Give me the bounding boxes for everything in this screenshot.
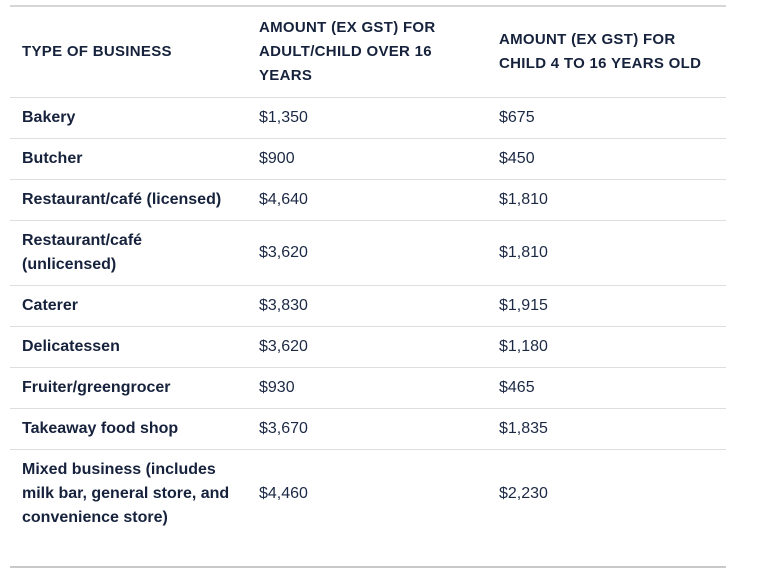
child-amount-cell: $1,810 [487, 220, 726, 286]
table-row: Butcher $900 $450 [10, 138, 726, 180]
business-cell: Bakery [10, 97, 247, 139]
business-cell: Mixed business (includes milk bar, gener… [22, 461, 230, 526]
child-amount-cell: $1,180 [487, 326, 726, 368]
adult-amount-cell: $4,640 [247, 179, 487, 221]
table-row: Takeaway food shop $3,670 $1,835 [10, 408, 726, 450]
adult-amount-cell: $900 [247, 138, 487, 180]
adult-amount-cell: $3,830 [247, 285, 487, 327]
table-row: Bakery $1,350 $675 [10, 97, 726, 139]
adult-amount-cell: $930 [247, 367, 487, 409]
adult-amount-cell: $4,460 [259, 485, 308, 502]
column-header-type-of-business: TYPE OF BUSINESS [10, 6, 247, 98]
child-amount-cell: $465 [487, 367, 726, 409]
child-amount-cell: $1,915 [487, 285, 726, 327]
column-header-amount-child: AMOUNT (EX GST) FOR CHILD 4 TO 16 YEARS … [487, 6, 726, 98]
child-amount-cell: $1,810 [487, 179, 726, 221]
business-cell: Fruiter/greengrocer [10, 367, 247, 409]
table-row: Caterer $3,830 $1,915 [10, 285, 726, 327]
column-header-amount-adult: AMOUNT (EX GST) FOR ADULT/CHILD OVER 16 … [247, 6, 487, 98]
business-cell: Butcher [10, 138, 247, 180]
child-amount-cell: $675 [487, 97, 726, 139]
child-amount-cell: $2,230 [499, 485, 548, 502]
business-fees-table: TYPE OF BUSINESS AMOUNT (EX GST) FOR ADU… [10, 5, 726, 568]
business-cell: Takeaway food shop [10, 408, 247, 450]
child-amount-cell: $1,835 [487, 408, 726, 450]
table-row: Delicatessen $3,620 $1,180 [10, 326, 726, 368]
business-cell: Restaurant/café (unlicensed) [10, 220, 247, 286]
adult-amount-cell: $3,670 [247, 408, 487, 450]
business-cell: Restaurant/café (licensed) [10, 179, 247, 221]
child-amount-cell: $450 [487, 138, 726, 180]
adult-amount-cell: $1,350 [247, 97, 487, 139]
adult-amount-cell: $3,620 [247, 326, 487, 368]
table-row: Mixed business (includes milk bar, gener… [10, 450, 726, 568]
table-row: Restaurant/café (licensed) $4,640 $1,810 [10, 179, 726, 221]
adult-amount-cell: $3,620 [247, 220, 487, 286]
table-row: Fruiter/greengrocer $930 $465 [10, 367, 726, 409]
business-cell: Caterer [10, 285, 247, 327]
header-row: TYPE OF BUSINESS AMOUNT (EX GST) FOR ADU… [10, 6, 726, 98]
business-cell: Delicatessen [10, 326, 247, 368]
table-row: Restaurant/café (unlicensed) $3,620 $1,8… [10, 220, 726, 286]
